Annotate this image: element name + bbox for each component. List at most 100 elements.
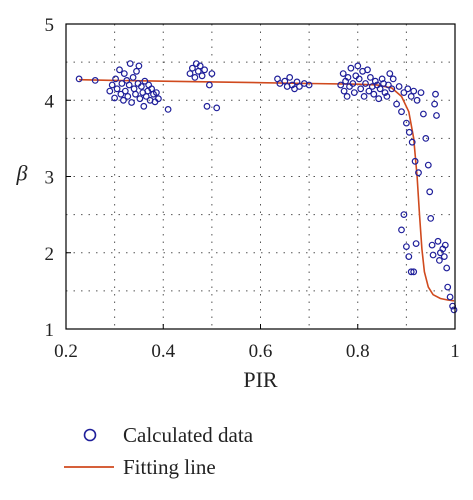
x-tick-label: 1	[450, 341, 460, 362]
legend-label-calculated-data: Calculated data	[123, 423, 254, 447]
data-point	[124, 92, 132, 100]
data-points-layer	[75, 60, 458, 314]
data-point	[112, 75, 119, 83]
legend-marker-calculated-data	[83, 428, 97, 442]
x-tick-label: 0.2	[54, 341, 78, 362]
data-point	[431, 100, 439, 108]
data-point	[393, 100, 401, 108]
data-point	[364, 66, 371, 74]
data-point	[441, 241, 449, 249]
data-point	[424, 161, 432, 169]
data-point	[137, 83, 145, 90]
data-point	[106, 87, 114, 95]
y-tick-label: 2	[45, 244, 55, 265]
data-point	[367, 73, 374, 81]
data-point	[91, 76, 99, 84]
data-point	[118, 80, 126, 87]
data-point	[426, 188, 434, 196]
data-point	[75, 75, 83, 83]
data-point	[376, 85, 384, 93]
data-point	[403, 243, 410, 251]
data-point	[203, 102, 211, 110]
data-point	[422, 134, 430, 142]
data-point	[113, 85, 121, 93]
data-point	[365, 87, 373, 95]
data-point	[407, 92, 415, 100]
data-point	[347, 64, 355, 72]
data-point	[398, 226, 405, 234]
data-point	[130, 85, 138, 93]
data-point	[417, 89, 425, 96]
data-point	[140, 102, 148, 110]
data-point	[429, 251, 437, 259]
data-point	[378, 75, 386, 83]
y-tick-label: 3	[45, 168, 55, 189]
data-point	[410, 268, 418, 276]
data-point	[154, 95, 162, 103]
data-point	[186, 70, 194, 77]
data-point	[354, 62, 362, 70]
data-point	[164, 105, 172, 113]
data-point	[145, 81, 153, 89]
data-point	[344, 73, 352, 81]
legend-label-fitting-line: Fitting line	[123, 455, 216, 479]
data-point	[360, 92, 368, 100]
data-point	[405, 253, 413, 261]
data-point	[444, 283, 452, 291]
data-point	[111, 94, 118, 102]
data-point	[352, 72, 360, 80]
data-point	[136, 95, 144, 103]
data-point	[413, 96, 421, 104]
data-point	[408, 138, 416, 146]
x-tick-label: 0.8	[346, 341, 370, 362]
data-point	[446, 293, 454, 301]
data-point	[305, 81, 313, 89]
data-point	[208, 70, 216, 77]
data-point	[132, 90, 139, 98]
data-point	[385, 81, 392, 89]
data-point	[343, 92, 351, 100]
data-point	[116, 66, 123, 74]
y-tick-label: 4	[45, 91, 55, 112]
data-point	[188, 64, 196, 72]
data-point	[286, 73, 294, 81]
legend: Calculated data Fitting line	[64, 423, 254, 479]
data-point	[370, 90, 378, 98]
x-tick-label: 0.4	[151, 341, 175, 362]
data-point	[375, 95, 383, 103]
data-point	[129, 73, 137, 81]
data-point	[381, 89, 389, 96]
data-point	[196, 62, 204, 70]
data-point	[126, 60, 134, 67]
data-point	[213, 104, 221, 112]
data-point	[403, 119, 410, 127]
data-point	[355, 75, 363, 83]
data-point	[400, 89, 408, 96]
data-point	[117, 90, 125, 98]
data-point	[357, 85, 365, 93]
data-point	[340, 87, 348, 95]
data-point	[388, 85, 396, 93]
x-tick-labels: 0.2 0.4 0.6 0.8 1	[54, 324, 460, 362]
data-point	[404, 85, 412, 93]
y-tick-label: 1	[45, 320, 55, 341]
data-point	[119, 96, 127, 104]
x-axis-label: PIR	[243, 367, 278, 392]
data-point	[125, 81, 133, 89]
data-point	[191, 73, 199, 81]
data-point	[427, 214, 435, 222]
data-point	[415, 169, 422, 177]
data-point	[128, 99, 136, 106]
data-point	[371, 77, 379, 85]
data-point	[450, 306, 458, 314]
data-point	[436, 257, 443, 264]
data-point	[350, 89, 358, 96]
data-point	[205, 81, 213, 89]
data-point	[412, 240, 420, 248]
data-point	[337, 81, 345, 89]
data-point	[133, 67, 140, 75]
data-point	[434, 237, 442, 245]
data-point	[152, 89, 160, 96]
data-point	[349, 80, 357, 87]
